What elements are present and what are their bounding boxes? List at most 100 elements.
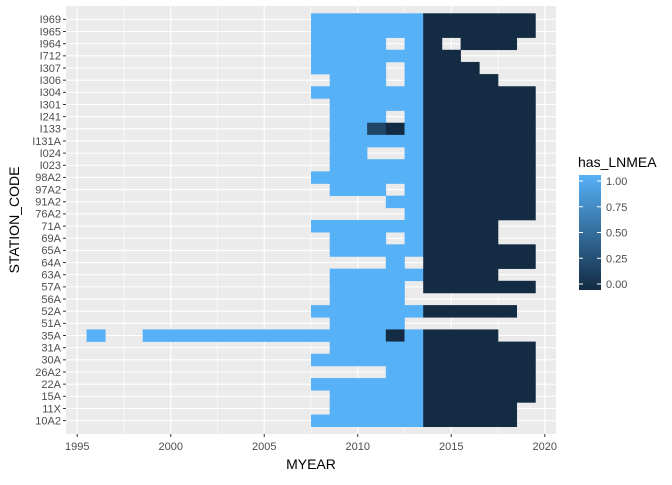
y-tick-label: 57A: [41, 282, 61, 294]
heatmap-tile: [423, 402, 518, 415]
heatmap-tile: [423, 122, 536, 136]
heatmap-tile: [385, 256, 405, 269]
heatmap-tile: [329, 402, 424, 415]
heatmap-tile: [423, 268, 499, 282]
heatmap-tile: [423, 341, 536, 355]
y-axis: I969I965I964I712I307I306I304I301I241I133…: [32, 14, 66, 427]
y-tick-label: 35A: [41, 330, 61, 342]
heatmap-tile: [311, 25, 424, 38]
heatmap-tile: [423, 353, 536, 367]
heatmap-tile: [423, 390, 536, 403]
heatmap-tile: [423, 232, 499, 245]
heatmap-tile: [367, 122, 387, 136]
heatmap-tile: [423, 305, 518, 318]
y-tick-label: I712: [40, 51, 61, 63]
heatmap-tile: [385, 122, 405, 136]
heatmap-tile: [311, 378, 424, 391]
y-tick-label: 91A2: [35, 197, 61, 209]
heatmap-tile: [311, 220, 424, 233]
heatmap-tile: [404, 147, 424, 160]
heatmap-tile: [423, 25, 536, 38]
legend-ticks: 1.00 0.75 0.50 0.25 0.00: [579, 176, 627, 291]
heatmap-tile: [142, 329, 387, 342]
heatmap-tile: [423, 378, 536, 391]
tiles: [86, 13, 536, 428]
y-tick-label: 64A: [41, 257, 61, 269]
heatmap-tile: [404, 37, 424, 51]
y-tick-label: I301: [40, 99, 61, 111]
legend: has_LNMEA 1.00 0.75 0.50 0.25 0.00: [578, 154, 657, 291]
x-tick-label: 2005: [252, 441, 276, 453]
y-tick-label: 22A: [41, 379, 61, 391]
heatmap-tile: [311, 86, 424, 99]
heatmap-tile: [423, 280, 536, 294]
heatmap-tile: [423, 37, 443, 51]
y-tick-label: 31A: [41, 342, 61, 354]
y-tick-label: 11X: [42, 403, 61, 415]
x-tick-label: 1995: [65, 441, 89, 453]
x-tick-label: 2015: [439, 441, 463, 453]
y-tick-label: I969: [40, 14, 61, 26]
heatmap-tile: [423, 134, 536, 148]
y-tick-label: 15A: [41, 391, 61, 403]
heatmap-tile: [423, 329, 499, 342]
heatmap-tile: [404, 74, 424, 87]
y-tick-label: 97A2: [35, 184, 61, 196]
y-axis-title: STATION_CODE: [6, 167, 22, 274]
heatmap-tile: [423, 86, 536, 99]
heatmap-tile: [311, 49, 424, 63]
heatmap-tile: [404, 122, 424, 136]
heatmap-tile: [86, 329, 106, 342]
y-tick-label: 56A: [41, 294, 61, 306]
heatmap-tile: [404, 207, 424, 221]
heatmap-tile: [423, 74, 499, 87]
heatmap-tile: [423, 110, 536, 124]
heatmap-tile: [423, 183, 536, 196]
heatmap-tile: [404, 183, 424, 196]
legend-tick-label: 0.00: [606, 279, 627, 291]
heatmap-tile: [404, 305, 424, 318]
heatmap-tile: [385, 329, 405, 342]
heatmap-tile: [311, 305, 405, 318]
y-tick-label: I023: [40, 160, 61, 172]
heatmap-tile: [329, 390, 424, 403]
heatmap-tile: [423, 244, 536, 257]
legend-tick-label: 0.25: [606, 253, 627, 265]
heatmap-tile: [423, 159, 536, 172]
heatmap-tile: [329, 268, 424, 282]
heatmap-tile: [311, 171, 424, 184]
heatmap-tile: [423, 13, 536, 26]
heatmap-tile: [329, 183, 387, 196]
y-tick-label: I304: [40, 87, 61, 99]
heatmap-tile: [329, 232, 387, 245]
heatmap-tile: [311, 13, 424, 26]
y-tick-label: I307: [40, 63, 61, 75]
heatmap-tile: [423, 61, 480, 75]
heatmap-tile: [423, 49, 461, 63]
y-tick-label: 69A: [41, 233, 61, 245]
heatmap-tile: [311, 61, 387, 75]
y-tick-label: 51A: [41, 318, 61, 330]
y-tick-label: 10A2: [35, 415, 61, 427]
heatmap-tile: [329, 110, 387, 124]
legend-tick-label: 1.00: [606, 176, 627, 188]
heatmap-tile: [329, 341, 424, 355]
y-tick-label: 76A2: [35, 209, 61, 221]
y-tick-label: 52A: [41, 306, 61, 318]
heatmap-tile: [311, 414, 424, 428]
heatmap-tile: [423, 220, 499, 233]
y-tick-label: I024: [40, 148, 61, 160]
heatmap-tile: [404, 61, 424, 75]
y-tick-label: I306: [40, 75, 61, 87]
heatmap-tile: [423, 195, 536, 209]
heatmap-tile: [311, 353, 424, 367]
heatmap-tile: [423, 207, 536, 221]
heatmap-tile: [404, 329, 424, 342]
x-tick-label: 2020: [533, 441, 557, 453]
x-axis-title: MYEAR: [286, 456, 336, 472]
heatmap-tile: [329, 147, 368, 160]
heatmap-tile: [423, 171, 536, 184]
y-tick-label: I131A: [32, 136, 61, 148]
heatmap-tile: [404, 110, 424, 124]
